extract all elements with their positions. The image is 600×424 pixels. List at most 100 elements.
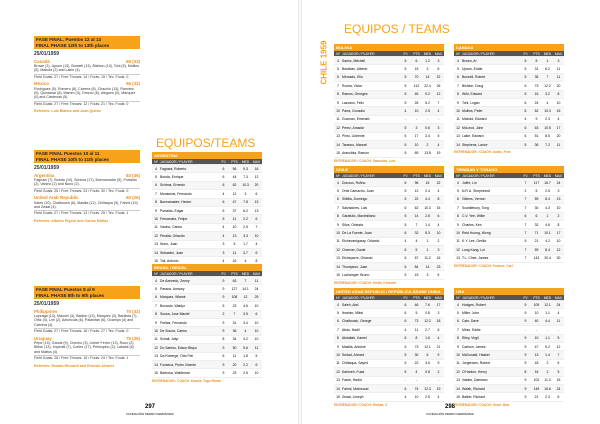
player-row: 8 Ramos, Georges 5 46 9.2 12 xyxy=(334,90,444,99)
cell: 14 xyxy=(154,250,158,255)
team-name: BRASIL / BRAZIL xyxy=(152,264,262,271)
cell: 18 xyxy=(436,319,441,324)
cell: Fagnani, Roberto xyxy=(160,166,187,171)
cell: 6 xyxy=(255,191,258,196)
cell: 4 xyxy=(546,100,549,105)
cell: 4 xyxy=(244,329,247,334)
player-row: 9 Charles, Ken 7 32 4.6 8 xyxy=(454,221,564,230)
cell: 2 xyxy=(426,142,429,147)
cell: Wild, Edward xyxy=(462,92,482,97)
cell: 6 xyxy=(155,183,157,188)
cell: 6 xyxy=(222,166,225,171)
column-header: JUGADOR / PLAYER xyxy=(160,159,193,164)
cell: 3 xyxy=(222,242,225,247)
cell: 5 xyxy=(557,369,560,374)
cell: Parra, Gonzalo xyxy=(342,109,365,114)
column-header: Nº xyxy=(336,295,340,300)
cell: 4 xyxy=(437,109,440,114)
cell: Bastidas, Alberto xyxy=(342,67,368,72)
player-row: 6 Cain, Dave 9 40 4.4 11 xyxy=(454,317,564,327)
player-row: 12 Peralta, Orlando 4 13 3.3 10 xyxy=(152,232,262,241)
cell: 7 xyxy=(557,353,560,358)
cell: 20 xyxy=(254,183,259,188)
coach: ENTRENADOR / COACH: Grant, Bob xyxy=(454,402,510,407)
cell: 11 xyxy=(154,225,158,230)
player-row: 6 Marquez, Wlamir 9 108 12 25 xyxy=(152,293,262,303)
cell: 3 xyxy=(557,58,560,63)
cell: 4 xyxy=(337,58,339,63)
cell: N.R.U. Shepheard xyxy=(462,189,490,194)
cell: McLeod, John xyxy=(462,125,484,130)
cell: 73 xyxy=(414,319,419,324)
cell: 8 xyxy=(557,222,560,227)
phase-es: FASE FINAL Puestos 10 al 11 xyxy=(36,151,100,156)
cell: 9 xyxy=(524,311,527,316)
cell: 12.3 xyxy=(424,386,431,391)
player-row: 7 Salvadores, Luis 6 62 10.3 15 xyxy=(334,204,444,213)
column-header: MAX xyxy=(434,295,443,300)
cell: 12.1 xyxy=(544,302,551,307)
team-table: USA Nº JUGADOR / PLAYER PJ PTS MED MAX 4 Hodges,… xyxy=(454,288,564,407)
cell: 30 xyxy=(556,256,561,261)
cell: 3 xyxy=(426,67,429,72)
cell: 15 xyxy=(336,150,340,155)
cell: - xyxy=(426,117,429,122)
cell: 20 xyxy=(556,83,561,88)
cell: 16 xyxy=(556,378,561,383)
cell: 15 xyxy=(154,258,158,263)
cell: 1.4 xyxy=(545,353,550,358)
game-date: 25/01/1959 xyxy=(34,165,60,172)
player-row: 10 Mullins, Peter 6 62 10.3 15 xyxy=(454,107,564,116)
player-row: 13 Fawzi, Hadid - - - - xyxy=(334,377,444,385)
cell: 9 xyxy=(524,353,527,358)
cell: 10 xyxy=(534,311,539,316)
cell: 7 xyxy=(524,197,527,202)
cell: 5 xyxy=(404,353,407,358)
player-row: 10 Sedad, Ahmed 5 30 6 9 xyxy=(334,351,444,360)
player-row: 7 Scantlebury, Tong 7 30 4.3 10 xyxy=(454,204,564,213)
player-row: 6 Mercado, Elio 5 70 14 22 xyxy=(334,73,444,83)
cell: 6 xyxy=(337,75,339,80)
cell: 17 xyxy=(414,134,419,139)
cell: Carlson, James xyxy=(462,344,486,349)
cell: Tohl, Logan xyxy=(462,100,480,105)
cell: 6 xyxy=(524,109,527,114)
cell: C.V. Yee, Willie xyxy=(462,214,485,219)
cell: 11 xyxy=(556,67,561,72)
cell: 31 xyxy=(534,67,539,72)
game-date: 25/01/1959 xyxy=(34,301,60,308)
cell: 15 xyxy=(414,67,419,72)
column-header: PJ xyxy=(403,173,408,178)
cell: 2 xyxy=(557,214,560,219)
team-score: 70 (32) xyxy=(126,308,140,314)
team-table: UNITED ARAB REPUBLIC / REPÚBLICA ÁRABE U… xyxy=(334,288,444,407)
cell: 13 xyxy=(336,256,340,261)
cell: 25 xyxy=(254,295,259,300)
cell: 5 xyxy=(404,100,407,105)
cell: Luchsinger, Bruno xyxy=(342,272,370,277)
player-row: 13 Etcheparre, Orlando 6 67 11.2 16 xyxy=(334,255,444,263)
cell: 4 xyxy=(255,242,258,247)
cell: 7 xyxy=(546,75,549,80)
cell: 34 xyxy=(232,337,237,342)
cell: 102 xyxy=(533,378,540,383)
cell: 7.2 xyxy=(545,142,550,147)
column-header: MED xyxy=(241,159,250,164)
player-row: 15 Barbosa, Waldemar 9 23 2.6 10 xyxy=(152,369,262,378)
cell: Saleh, Abd xyxy=(342,302,359,307)
cell: 14 xyxy=(425,264,430,269)
player-row: 13 Nuno, Juan 3 5 1.7 4 xyxy=(152,241,262,249)
cell: 6 xyxy=(524,100,527,105)
cell: Rocha, Victor xyxy=(342,83,363,88)
cell: 2.8 xyxy=(425,214,430,219)
cell: 5 xyxy=(524,67,527,72)
cell: Barbosa, Waldemar xyxy=(160,370,190,375)
cell: 5 xyxy=(457,189,459,194)
cell: Fonseca, Pedro Vicente xyxy=(160,362,197,367)
player-row: 10 McDonald, Haskel 9 13 1.4 7 xyxy=(454,351,564,360)
cell: - xyxy=(404,378,407,383)
cell: 24 xyxy=(556,180,561,185)
cell: 23 xyxy=(232,303,237,308)
cell: 59 xyxy=(534,197,539,202)
cell: 5 xyxy=(557,336,560,341)
